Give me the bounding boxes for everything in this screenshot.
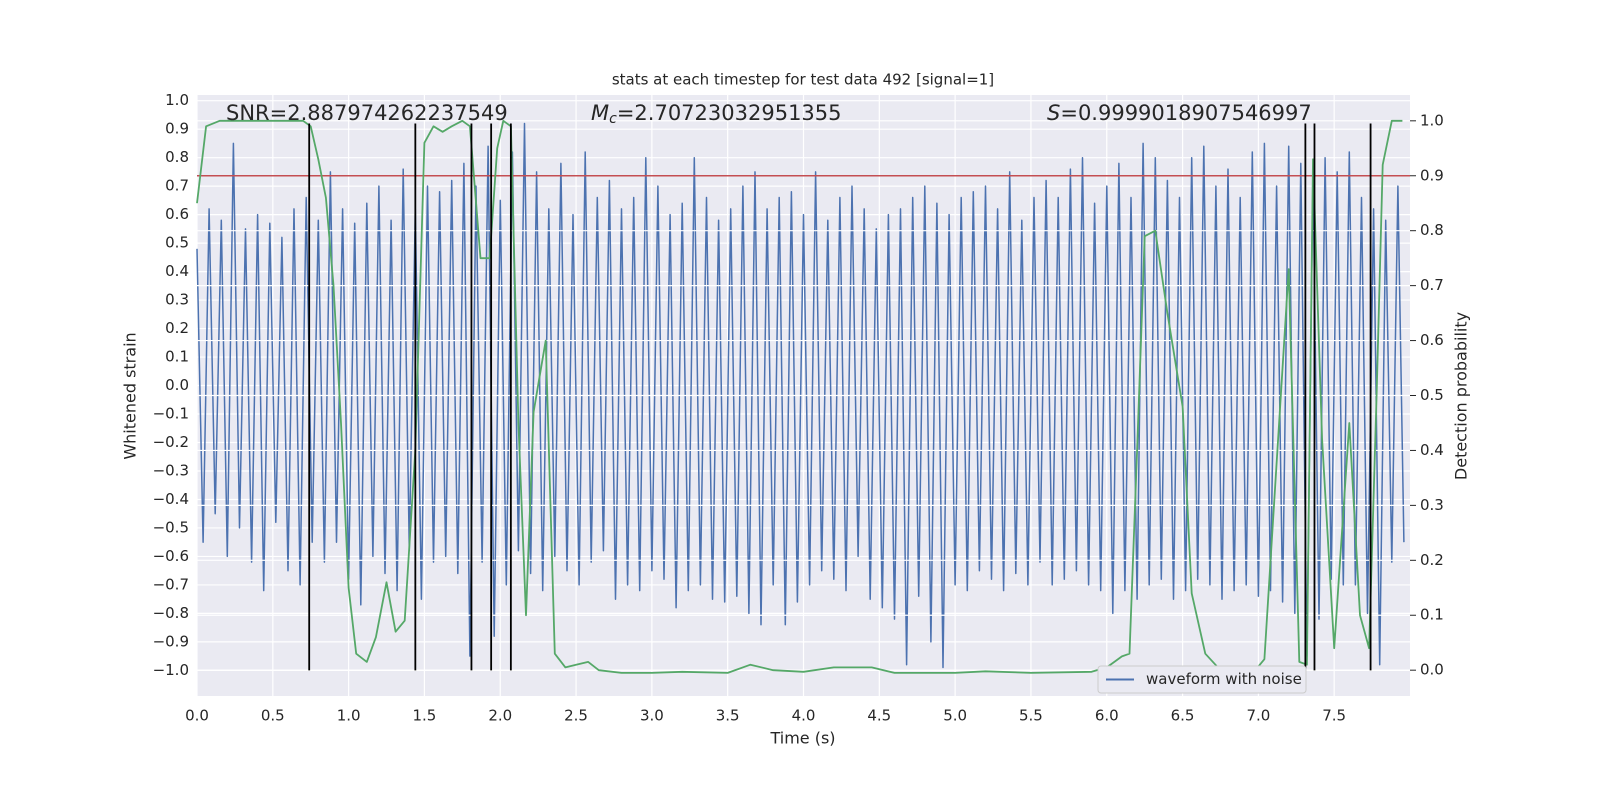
y-tick-label: 0.2 — [165, 319, 189, 337]
x-tick-label: 1.0 — [337, 707, 361, 725]
x-tick-label: 5.0 — [943, 707, 967, 725]
y2-tick-label: 0.4 — [1420, 441, 1444, 459]
y-tick-label: 0.4 — [165, 262, 189, 280]
legend-box — [1097, 665, 1307, 694]
y2-axis-label: Detection probability — [1452, 312, 1471, 480]
x-tick-label: 0.0 — [185, 707, 209, 725]
y-tick-label: −0.2 — [153, 433, 189, 451]
y-tick-label: 0.8 — [165, 148, 189, 166]
y-tick-label: −0.7 — [153, 575, 189, 593]
y2-tick-label: 0.3 — [1420, 496, 1444, 514]
y-tick-label: 0.1 — [165, 348, 189, 366]
annotation: Mc=2.70723032951355 — [591, 101, 842, 127]
y-tick-label: −0.5 — [153, 518, 189, 536]
annotation: S=0.9999018907546997 — [1047, 101, 1312, 125]
y-tick-label: 0.3 — [165, 291, 189, 309]
annotation-symbol: M — [591, 101, 609, 125]
y2-tick-label: 0.0 — [1420, 661, 1444, 679]
annotation-text: SNR=2.887974262237549 — [226, 101, 508, 125]
x-tick-label: 4.0 — [792, 707, 816, 725]
x-tick-label: 3.5 — [716, 707, 740, 725]
x-tick-label: 6.5 — [1171, 707, 1195, 725]
x-tick-label: 3.0 — [640, 707, 664, 725]
x-axis-label: Time (s) — [769, 729, 835, 748]
y-tick-label: −0.3 — [153, 461, 189, 479]
x-tick-label: 2.5 — [564, 707, 588, 725]
y2-tick-label: 0.9 — [1420, 166, 1444, 184]
y-tick-label: −0.6 — [153, 547, 189, 565]
y2-tick-label: 0.6 — [1420, 331, 1444, 349]
y-tick-label: 0.0 — [165, 376, 189, 394]
y-tick-label: 0.6 — [165, 205, 189, 223]
probability-line — [196, 119, 1403, 677]
x-tick-label: 2.0 — [488, 707, 512, 725]
y2-tick-label: 0.5 — [1420, 386, 1444, 404]
y-tick-label: −0.1 — [153, 405, 189, 423]
y-axis-label: Whitened strain — [121, 332, 140, 459]
annotation-text: =0.9999018907546997 — [1060, 101, 1311, 125]
y-tick-label: 0.7 — [165, 177, 189, 195]
chart-title: stats at each timestep for test data 492… — [612, 71, 994, 89]
x-tick-label: 0.5 — [261, 707, 285, 725]
y-tick-label: 1.0 — [165, 91, 189, 109]
annotation: SNR=2.887974262237549 — [226, 101, 508, 125]
x-tick-label: 7.5 — [1322, 707, 1346, 725]
x-tick-label: 4.5 — [867, 707, 891, 725]
annotation-symbol: S — [1047, 101, 1060, 125]
waveform-line — [196, 122, 1405, 669]
annotation-text: =2.70723032951355 — [617, 101, 842, 125]
y2-tick-label: 0.7 — [1420, 276, 1444, 294]
y2-tick-label: 0.8 — [1420, 221, 1444, 239]
y-tick-label: −0.8 — [153, 604, 189, 622]
y-tick-label: 0.9 — [165, 120, 189, 138]
y-tick-label: 0.5 — [165, 234, 189, 252]
y-tick-label: −0.9 — [153, 632, 189, 650]
x-tick-label: 6.0 — [1095, 707, 1119, 725]
x-tick-label: 1.5 — [413, 707, 437, 725]
x-tick-label: 5.5 — [1019, 707, 1043, 725]
y-tick-label: −1.0 — [153, 661, 189, 679]
y-tick-label: −0.4 — [153, 490, 189, 508]
annotation-subscript: c — [609, 111, 617, 127]
y2-tick-label: 1.0 — [1420, 111, 1444, 129]
y2-tick-label: 0.2 — [1420, 551, 1444, 569]
x-tick-label: 7.0 — [1246, 707, 1270, 725]
y2-tick-label: 0.1 — [1420, 606, 1444, 624]
legend-label: waveform with noise — [1146, 670, 1302, 688]
